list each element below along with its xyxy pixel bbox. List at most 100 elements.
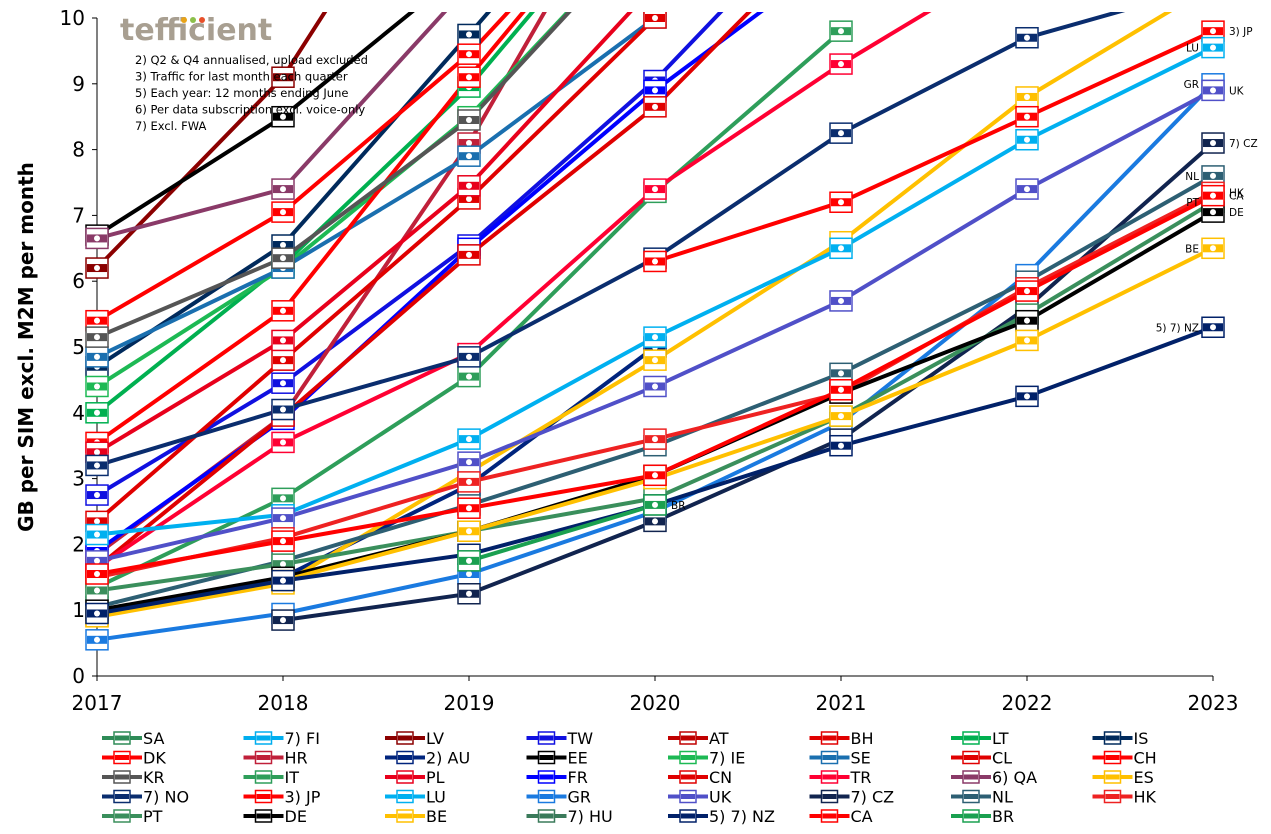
flag-marker (1015, 309, 1039, 332)
flag-marker (271, 609, 295, 631)
flag-marker (271, 178, 295, 200)
legend-item: 7) NO (102, 788, 189, 807)
series-line (654, 29, 1214, 264)
legend-label: LV (426, 729, 444, 748)
series-line (95, 16, 657, 523)
legend-item: 7) HU (526, 807, 613, 826)
flag-marker (271, 300, 295, 322)
legend-item: HR (243, 749, 308, 768)
flag-marker (271, 247, 295, 269)
legend-label: 7) FI (285, 729, 320, 748)
legend-item: EE (526, 749, 588, 768)
flag-marker (457, 109, 481, 131)
flag-marker (643, 326, 667, 348)
legend-label: BH (851, 729, 874, 748)
flag-marker (1015, 26, 1039, 49)
legend-item: GR (526, 788, 591, 807)
legend-item: CN (668, 768, 732, 787)
flag-marker (1201, 36, 1225, 59)
flag-marker (1015, 280, 1039, 302)
legend-label: NL (992, 788, 1013, 807)
end-label: 5) 7) NZ (1156, 322, 1199, 334)
flag-marker (643, 250, 667, 273)
legend-item: BH (809, 729, 874, 748)
end-label: BR (671, 500, 686, 512)
end-label: HK (1229, 187, 1245, 199)
legend-label: 6) QA (992, 768, 1037, 787)
flag-marker (85, 346, 109, 368)
x-tick-label: 2017 (72, 691, 123, 715)
flag-marker (457, 145, 481, 167)
series-line (95, 12, 526, 445)
y-tick-label: 8 (72, 138, 85, 162)
legend-item: SA (102, 729, 164, 748)
y-tick-label: 2 (72, 532, 85, 556)
legend-item: TW (526, 729, 594, 748)
y-tick-label: 9 (72, 72, 85, 96)
legend-label: BR (992, 807, 1014, 826)
end-label: PT (1186, 197, 1199, 209)
legend-label: IS (1134, 729, 1149, 748)
legend-label: ES (1134, 768, 1154, 787)
legend-label: PT (143, 807, 163, 826)
flag-marker (271, 398, 295, 421)
flag-marker (271, 201, 295, 223)
x-tick-label: 2020 (630, 691, 681, 715)
flag-marker (85, 563, 109, 585)
y-tick-label: 10 (60, 6, 85, 30)
flag-marker (457, 23, 481, 46)
flag-marker (829, 405, 853, 427)
legend-item: 2) AU (385, 749, 470, 768)
legend-item: LT (951, 729, 1009, 748)
flag-marker (457, 43, 481, 65)
legend-item: 7) FI (243, 729, 320, 748)
flag-marker (643, 375, 667, 398)
flag-marker (643, 96, 667, 118)
logo-dot (199, 17, 205, 23)
series-line (95, 12, 633, 455)
legend-item: 3) JP (243, 788, 321, 807)
legend-item: IT (243, 768, 299, 787)
logo-dot (190, 17, 196, 23)
end-labels: 3) JP LU GR UK 7) CZ NL HK PT DE BE 5) 7) NZ CA BR (671, 26, 1258, 512)
legend-label: SA (143, 729, 164, 748)
legend-label: CH (1134, 749, 1157, 768)
y-tick-label: 0 (72, 664, 85, 688)
flag-marker (643, 12, 667, 29)
legend-label: TW (567, 729, 594, 748)
flag-marker (85, 484, 109, 506)
end-label: NL (1185, 171, 1199, 183)
flag-marker (1201, 237, 1225, 260)
flag-marker (271, 329, 295, 352)
legend-label: SE (851, 749, 871, 768)
flag-marker (85, 454, 109, 477)
legend-item: BE (385, 807, 447, 826)
legend-item: ES (1092, 768, 1154, 787)
legend-label: 2) AU (426, 749, 470, 768)
flag-marker (271, 507, 295, 529)
x-tick-label: 2022 (1002, 691, 1053, 715)
legend-label: TR (850, 768, 872, 787)
flag-marker (457, 583, 481, 605)
x-tick-label: 2018 (258, 691, 309, 715)
flag-marker (1015, 105, 1039, 128)
axes: 0 1 2 3 4 5 6 7 8 9 10 2017 2018 2019 2020 2021 2022 2023 (60, 6, 1239, 715)
flag-marker (643, 178, 667, 200)
flag-marker (1201, 79, 1225, 102)
legend-item: CL (951, 749, 1012, 768)
end-label: 3) JP (1229, 26, 1253, 38)
x-tick-label: 2021 (816, 691, 867, 715)
flag-marker (271, 66, 295, 88)
footnote: 7) Excl. FWA (135, 119, 207, 133)
y-tick-label: 7 (72, 203, 85, 227)
flag-marker (829, 434, 853, 457)
flag-marker (643, 428, 667, 450)
end-label: BE (1185, 243, 1199, 255)
footnote: 2) Q2 & Q4 annualised, upload excluded (135, 53, 368, 67)
series-line (95, 12, 932, 570)
legend-label: PL (426, 768, 445, 787)
footnote: 6) Per data subscription excl. voice-onl… (135, 103, 365, 117)
y-tick-label: 4 (72, 401, 85, 425)
flag-marker (1201, 184, 1225, 207)
footnote: 5) Each year: 12 months ending June (135, 86, 348, 100)
